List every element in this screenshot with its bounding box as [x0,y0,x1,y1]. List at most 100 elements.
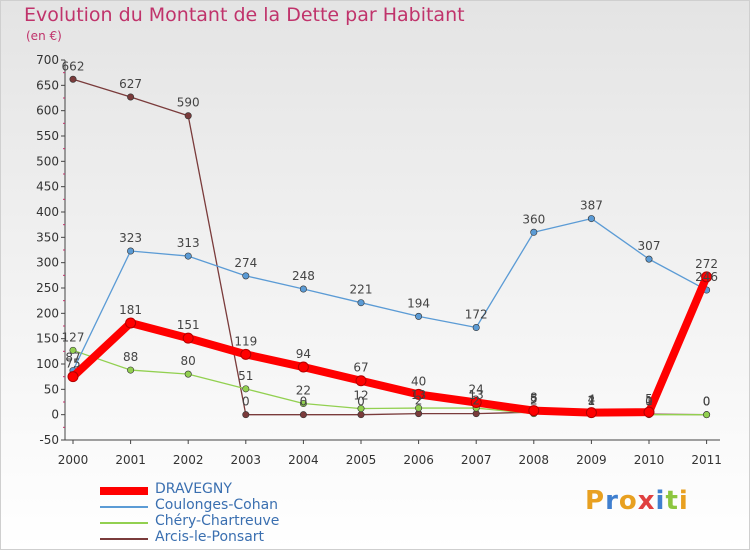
series-point-1 [299,285,307,293]
legend-swatch [100,506,148,508]
data-label: 246 [695,270,718,284]
y-tick-label: 150 [36,332,59,346]
series-point-3 [299,411,307,419]
series-point-0 [67,371,79,383]
y-tick-label: 100 [36,357,59,371]
data-label: 181 [119,303,142,317]
series-point-0 [585,407,597,419]
brand-letter: P [585,486,606,516]
x-tick-label: 2006 [403,453,434,467]
x-tick-label: 2000 [58,453,89,467]
data-label: 0 [645,395,653,409]
brand-letter: r [605,486,619,516]
series-point-1 [472,324,480,332]
data-label: 0 [357,395,365,409]
data-label: 67 [353,361,368,375]
series-point-2 [357,405,365,413]
brand-letter: i [655,486,666,516]
series-line-1 [72,217,707,371]
data-label: 2 [530,394,538,408]
series-point-3 [242,411,250,419]
legend-swatch [100,522,148,524]
data-label: 662 [62,59,85,73]
data-label: 119 [234,334,257,348]
series-line-0 [70,275,711,417]
series-point-1 [184,252,192,260]
series-point-0 [701,271,713,283]
y-tick-label: 500 [36,154,59,168]
data-label: 313 [177,236,200,250]
series-point-1 [357,299,365,307]
x-tick-label: 2009 [576,453,607,467]
data-label: 127 [62,330,85,344]
series-point-1 [415,312,423,320]
brand-letter: i [678,486,689,516]
data-label: 88 [123,350,138,364]
data-label: 8 [530,391,538,405]
y-tick-label: 50 [44,382,59,396]
series-line-3 [72,78,707,416]
data-label: 307 [638,239,661,253]
data-label: 2 [472,394,480,408]
x-tick-label: 2011 [691,453,722,467]
series-point-3 [127,93,135,101]
series-point-3 [69,75,77,83]
x-tick-label: 2004 [288,453,319,467]
data-label: 360 [522,212,545,226]
legend-label: Arcis-le-Ponsart [155,529,265,545]
series-point-1 [530,228,538,236]
x-tick-label: 2003 [231,453,262,467]
data-label: 1 [588,394,596,408]
data-label: 87 [65,351,80,365]
brand-letter: x [637,486,656,516]
y-tick-label: -50 [39,433,59,447]
data-label: 22 [296,384,311,398]
series-point-3 [184,112,192,120]
data-label: 24 [469,383,484,397]
y-tick-label: 600 [36,104,59,118]
data-label: 0 [242,395,250,409]
y-tick-label: 350 [36,230,59,244]
data-label: 0 [703,395,711,409]
y-tick-label: 400 [36,205,59,219]
series-point-2 [703,411,711,419]
y-tick-label: 200 [36,306,59,320]
chart-title: Evolution du Montant de la Dette par Hab… [24,4,465,26]
series-point-0 [240,348,252,360]
y-tick-label: 450 [36,180,59,194]
legend-label: Chéry-Chartreuve [155,513,280,529]
data-label: 272 [695,257,718,271]
brand-letter: t [665,486,679,516]
series-point-0 [528,405,540,417]
data-label: 2 [588,394,596,408]
series-point-2 [184,370,192,378]
series-point-2 [127,366,135,374]
data-label: 323 [119,231,142,245]
x-tick-label: 2005 [346,453,377,467]
data-label: 75 [65,357,80,371]
data-label: 151 [177,318,200,332]
series-point-0 [182,332,194,344]
data-label: 13 [469,388,484,402]
data-label: 2 [415,394,423,408]
chart-subtitle: (en €) [26,29,62,43]
legend-swatch [100,487,148,495]
legend-label: Coulonges-Cohan [155,497,279,513]
data-label: 627 [119,77,142,91]
brand-letter: o [618,486,638,516]
data-label: 387 [580,199,603,213]
y-tick-label: 300 [36,256,59,270]
data-label: 248 [292,269,315,283]
data-label: 0 [703,395,711,409]
data-label: 51 [238,369,253,383]
data-label: 5 [530,392,538,406]
x-tick-label: 2008 [519,453,550,467]
data-label: 4 [588,393,596,407]
legend-swatch [100,538,148,540]
x-tick-label: 2002 [173,453,204,467]
data-label: 221 [350,283,373,297]
series-point-1 [127,247,135,255]
series-point-2 [242,385,250,393]
